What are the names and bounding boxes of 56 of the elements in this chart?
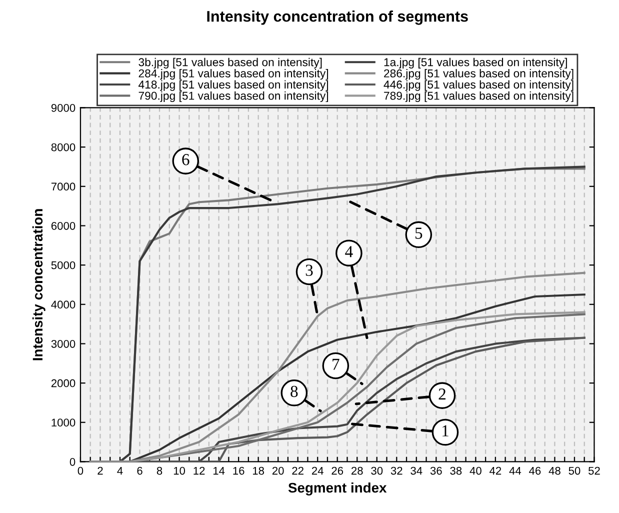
x-tick-label: 30 [371, 466, 383, 475]
x-tick-label: 26 [332, 466, 344, 475]
x-tick-label: 32 [390, 466, 402, 475]
annotation: 4 [345, 246, 353, 258]
x-tick-label: 14 [213, 466, 225, 475]
x-axis-title: Segment index [288, 482, 387, 496]
annotation: 8 [290, 386, 298, 398]
y-tick-label: 8000 [51, 143, 76, 152]
y-tick-label: 5000 [51, 261, 76, 270]
x-tick-label: 2 [98, 466, 103, 475]
y-axis-title: Intensity concentration [32, 209, 46, 360]
x-tick-label: 6 [137, 466, 142, 475]
x-tick-label: 46 [529, 466, 541, 475]
y-tick-label: 1000 [52, 418, 76, 427]
x-tick-label: 18 [252, 466, 264, 475]
x-tick-label: 36 [430, 466, 442, 475]
annotation: 7 [332, 358, 340, 370]
x-tick-label: 22 [292, 466, 304, 475]
x-tick-label: 50 [568, 466, 580, 475]
x-tick-label: 44 [509, 466, 522, 475]
y-tick-label: 3000 [51, 340, 76, 348]
legend-label: 3b.jpg [51 values based on intensity] [138, 58, 322, 68]
legend-label: 284.jpg [51 values based on intensity] [138, 69, 328, 80]
x-tick-label: 4 [117, 466, 123, 475]
annotation: 2 [438, 388, 446, 400]
annotation: 3 [306, 264, 313, 276]
legend-label: 789.jpg [51 values based on intensity] [384, 91, 574, 102]
x-tick-label: 8 [156, 466, 162, 475]
annotation: 6 [182, 154, 190, 166]
legend-label: 418.jpg [51 values based on intensity] [138, 80, 328, 91]
x-tick-label: 42 [490, 466, 502, 475]
y-tick-label: 7000 [51, 182, 76, 191]
x-tick-label: 52 [588, 466, 600, 475]
y-tick-label: 4000 [51, 300, 76, 309]
x-tick-label: 0 [78, 466, 84, 475]
annotation: 1 [442, 425, 448, 436]
x-tick-label: 40 [470, 466, 482, 475]
y-tick-label: 9000 [51, 104, 76, 112]
y-tick-label: 0 [70, 458, 76, 466]
legend-label: 286.jpg [51 values based on intensity] [384, 69, 574, 80]
x-tick-label: 28 [351, 466, 363, 475]
x-tick-label: 24 [312, 466, 324, 475]
x-tick-label: 48 [548, 466, 560, 475]
x-tick-label: 12 [194, 466, 205, 475]
y-tick-label: 2000 [51, 379, 76, 388]
x-tick-label: 20 [272, 466, 284, 475]
chart-title: Intensity concentration of segments [207, 10, 468, 25]
x-tick-label: 16 [233, 466, 244, 475]
legend-label: 1a.jpg [51 values based on intensity] [384, 58, 567, 68]
legend-label: 446.jpg [51 values based on intensity] [384, 80, 574, 91]
x-tick-label: 38 [450, 466, 462, 475]
annotation: 5 [415, 228, 422, 239]
y-tick-label: 6000 [51, 222, 76, 230]
legend-label: 790.jpg [51 values based on intensity] [138, 91, 328, 102]
x-tick-label: 34 [410, 466, 422, 475]
x-tick-label: 10 [174, 466, 186, 475]
